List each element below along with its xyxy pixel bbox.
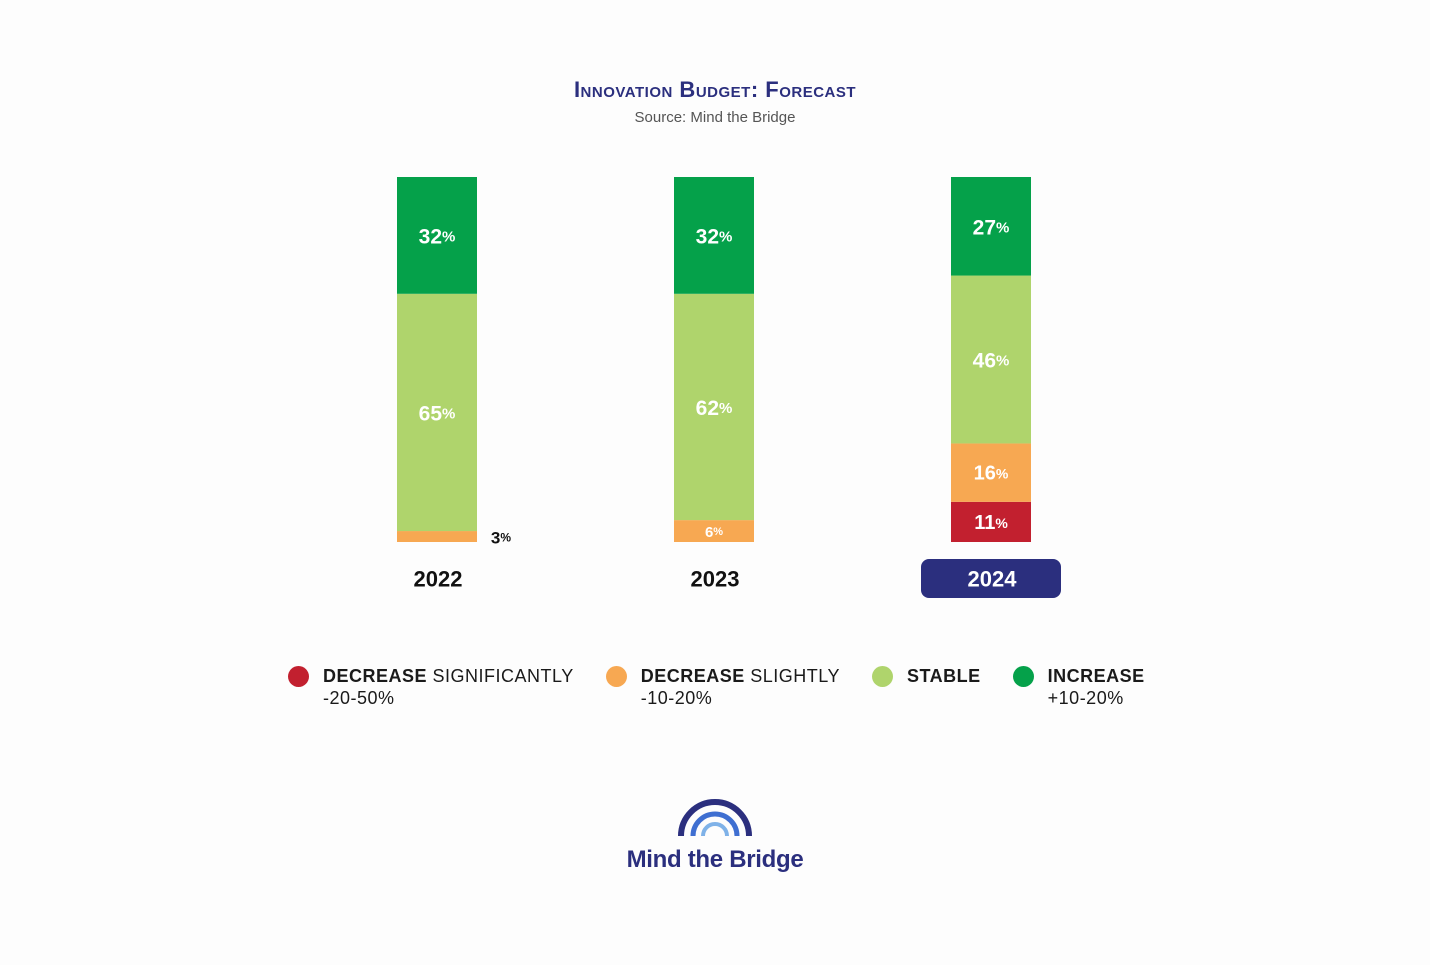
- legend-swatch-increase: [1012, 666, 1034, 687]
- data-label-2022-increase: 32%: [419, 225, 456, 248]
- chart-subtitle: Source: Mind the Bridge: [634, 109, 796, 126]
- legend-item-decrease-significantly: DECREASE SIGNIFICANTLY -20-50%: [288, 665, 574, 709]
- chart-title: Innovation Budget: Forecast: [573, 77, 857, 102]
- legend-swatch-decrease-slightly: [605, 666, 627, 687]
- data-label-2023-decrease-slightly: 6%: [705, 524, 723, 541]
- category-label-2022: 2022: [414, 567, 463, 592]
- data-label-2024-decrease-significantly: 11%: [974, 512, 1008, 534]
- data-label-2023-stable: 62%: [696, 396, 733, 419]
- legend-range: -10-20%: [640, 688, 713, 708]
- legend-item-decrease-slightly: DECREASE SLIGHTLY -10-20%: [605, 665, 840, 709]
- legend-label-light: SIGNIFICANTLY: [432, 666, 574, 686]
- legend-label-strong: STABLE: [906, 666, 981, 686]
- data-label-2022-decrease-slightly: 3%: [491, 528, 511, 547]
- legend-range: +10-20%: [1047, 688, 1124, 708]
- legend-label-strong: DECREASE: [640, 666, 745, 686]
- legend-label-light: SLIGHTLY: [750, 666, 840, 686]
- bar-segment-2024-decrease-significantly: [951, 501, 1031, 542]
- data-label-2022-stable: 65%: [419, 402, 456, 425]
- logo-text: Mind the Bridge: [626, 846, 804, 873]
- bar-segment-2023-decrease-slightly: [674, 520, 754, 542]
- data-label-2024-stable: 46%: [973, 349, 1010, 372]
- legend-swatch-decrease-significantly: [288, 666, 309, 687]
- brand-logo: Mind the Bridge: [0, 798, 1430, 874]
- bar-segment-2023-increase: [674, 177, 754, 294]
- category-label-2023: 2023: [691, 567, 740, 592]
- bar-segment-2022-stable: [397, 293, 477, 532]
- bar-segment-2023-stable: [674, 293, 754, 521]
- legend-item-increase: INCREASE +10-20%: [1012, 665, 1145, 709]
- data-label-2024-decrease-slightly: 16%: [974, 463, 1009, 485]
- legend: DECREASE SIGNIFICANTLY -20-50% DECREASE …: [288, 665, 1145, 709]
- stacked-bar-chart: 3% 65% 32% 2022 6% 62% 32% 2023 11% 16% 46% 27% 2024: [397, 177, 1061, 598]
- data-label-2024-increase: 27%: [973, 216, 1010, 239]
- category-label-2024: 2024: [968, 567, 1018, 592]
- legend-label-strong: INCREASE: [1047, 666, 1145, 686]
- data-label-2023-increase: 32%: [696, 225, 733, 248]
- legend-label-strong: DECREASE: [323, 666, 428, 686]
- bar-segment-2024-stable: [951, 275, 1031, 444]
- highlight-pill-2024: [921, 559, 1061, 598]
- bar-segment-2022-decrease-slightly: [397, 531, 477, 542]
- bridge-arc-icon: [678, 799, 752, 837]
- bar-segment-2022-increase: [397, 177, 477, 294]
- legend-range: -20-50%: [323, 688, 395, 708]
- legend-swatch-stable: [871, 666, 893, 687]
- bar-segment-2024-increase: [951, 177, 1031, 276]
- bar-segment-2024-decrease-slightly: [951, 443, 1031, 502]
- legend-item-stable: STABLE: [871, 665, 981, 687]
